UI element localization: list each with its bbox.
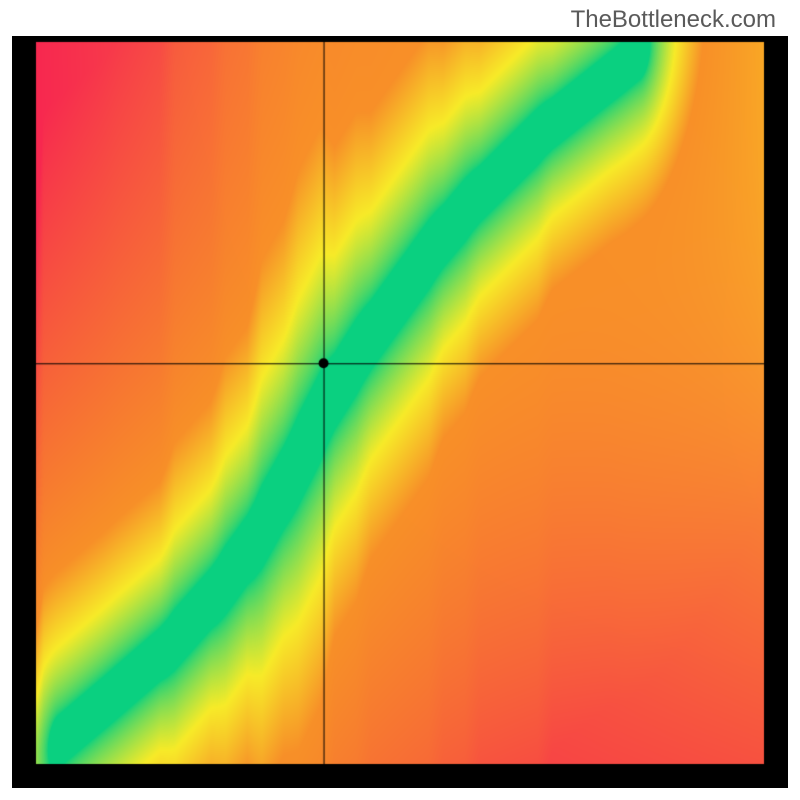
- chart-container: TheBottleneck.com: [0, 0, 800, 800]
- heatmap-canvas: [12, 36, 788, 788]
- watermark-text: TheBottleneck.com: [571, 6, 776, 34]
